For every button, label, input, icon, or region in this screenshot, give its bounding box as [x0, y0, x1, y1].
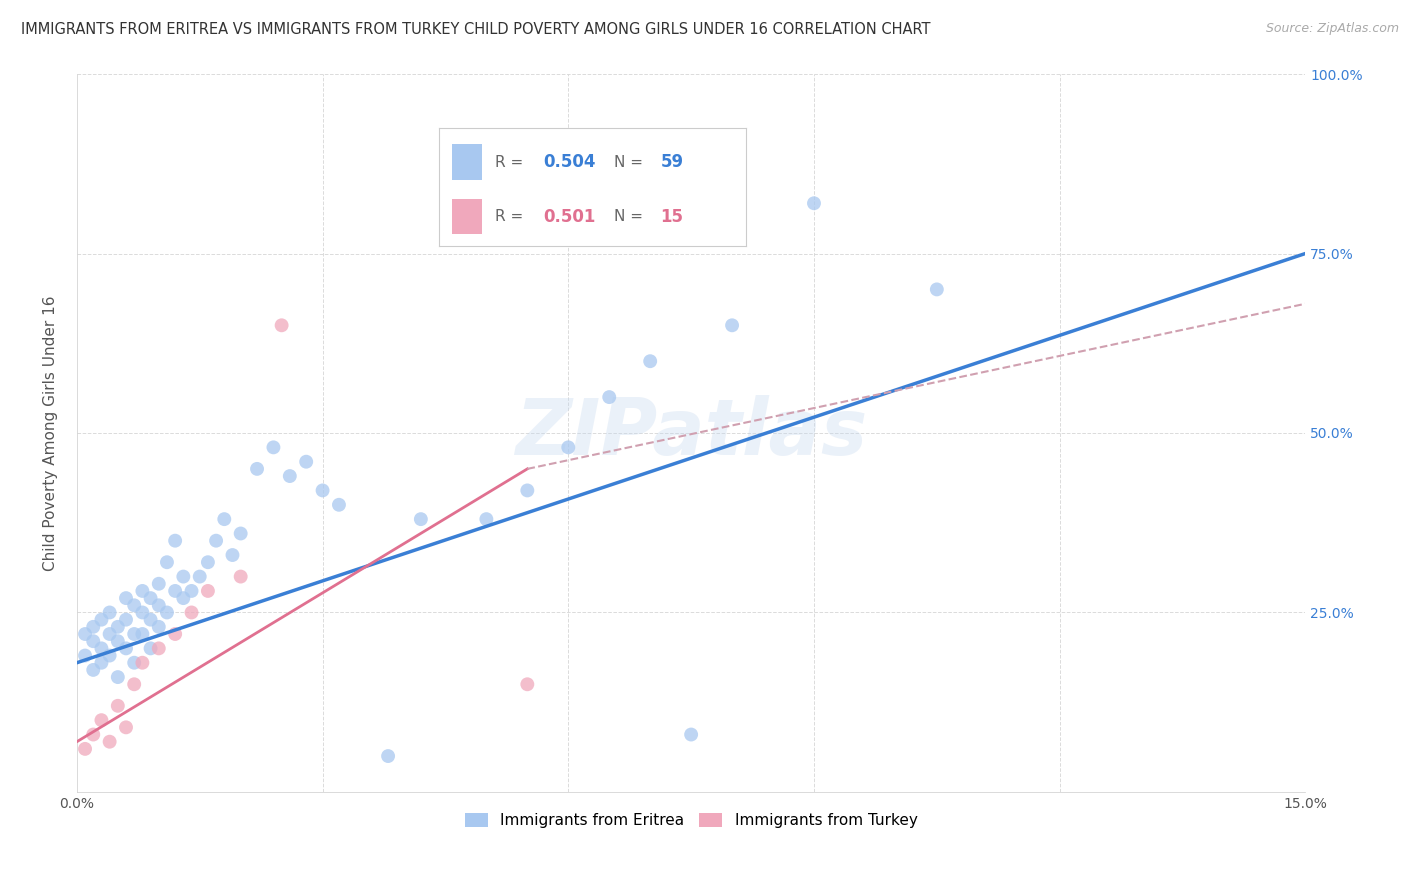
Point	[98, 627, 121, 641]
Point	[803, 196, 825, 211]
Point	[73, 627, 96, 641]
Point	[148, 620, 170, 634]
Point	[557, 441, 579, 455]
Y-axis label: Child Poverty Among Girls Under 16: Child Poverty Among Girls Under 16	[44, 295, 58, 571]
Point	[82, 663, 104, 677]
Point	[229, 526, 252, 541]
Point	[107, 634, 129, 648]
Point	[214, 512, 236, 526]
Point	[139, 613, 162, 627]
Point	[278, 469, 301, 483]
Point	[681, 727, 703, 741]
Point	[98, 606, 121, 620]
Point	[925, 282, 948, 296]
Point	[221, 548, 243, 562]
Point	[148, 641, 170, 656]
Point	[131, 606, 153, 620]
Point	[90, 641, 112, 656]
Point	[82, 620, 104, 634]
Point	[73, 648, 96, 663]
Point	[107, 670, 129, 684]
Point	[328, 498, 350, 512]
Point	[148, 576, 170, 591]
Point	[90, 713, 112, 727]
Point	[131, 627, 153, 641]
Point	[73, 742, 96, 756]
Point	[165, 627, 187, 641]
Point	[598, 390, 620, 404]
Point	[516, 677, 538, 691]
Point	[98, 648, 121, 663]
Point	[139, 641, 162, 656]
Point	[270, 318, 292, 333]
Point	[98, 735, 121, 749]
Point	[188, 569, 211, 583]
Point	[197, 555, 219, 569]
Point	[229, 569, 252, 583]
Point	[197, 583, 219, 598]
Point	[246, 462, 269, 476]
Point	[131, 656, 153, 670]
Point	[156, 555, 179, 569]
Point	[148, 599, 170, 613]
Text: Source: ZipAtlas.com: Source: ZipAtlas.com	[1265, 22, 1399, 36]
Point	[311, 483, 333, 498]
Point	[82, 634, 104, 648]
Point	[122, 656, 145, 670]
Point	[115, 720, 138, 734]
Point	[115, 641, 138, 656]
Point	[262, 441, 284, 455]
Point	[82, 727, 104, 741]
Point	[180, 583, 202, 598]
Point	[409, 512, 432, 526]
Point	[172, 569, 194, 583]
Legend: Immigrants from Eritrea, Immigrants from Turkey: Immigrants from Eritrea, Immigrants from…	[458, 807, 924, 835]
Point	[107, 698, 129, 713]
Point	[107, 620, 129, 634]
Point	[172, 591, 194, 606]
Point	[165, 583, 187, 598]
Point	[122, 627, 145, 641]
Point	[122, 677, 145, 691]
Point	[131, 583, 153, 598]
Point	[90, 656, 112, 670]
Point	[115, 591, 138, 606]
Text: ZIPatlas: ZIPatlas	[515, 395, 868, 471]
Point	[165, 533, 187, 548]
Point	[205, 533, 228, 548]
Point	[377, 749, 399, 764]
Point	[721, 318, 744, 333]
Point	[516, 483, 538, 498]
Point	[475, 512, 498, 526]
Point	[122, 599, 145, 613]
Point	[295, 455, 318, 469]
Point	[115, 613, 138, 627]
Point	[139, 591, 162, 606]
Point	[638, 354, 661, 368]
Point	[90, 613, 112, 627]
Point	[156, 606, 179, 620]
Point	[180, 606, 202, 620]
Text: IMMIGRANTS FROM ERITREA VS IMMIGRANTS FROM TURKEY CHILD POVERTY AMONG GIRLS UNDE: IMMIGRANTS FROM ERITREA VS IMMIGRANTS FR…	[21, 22, 931, 37]
